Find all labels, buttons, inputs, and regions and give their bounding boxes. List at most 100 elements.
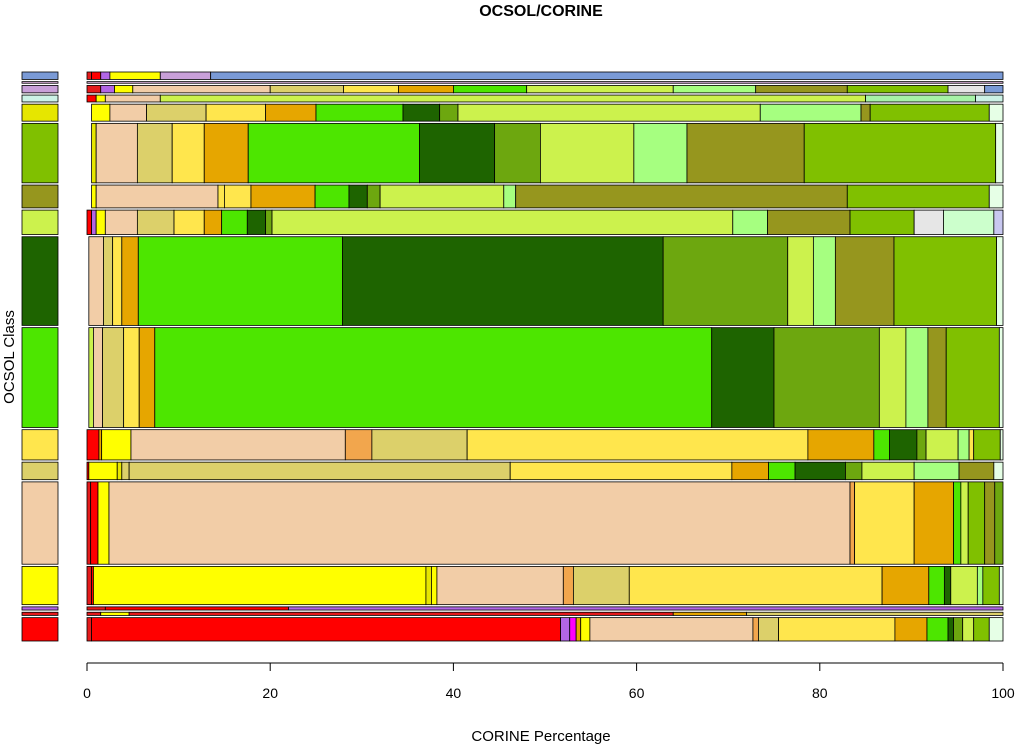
- mosaic-cell: [371, 429, 468, 461]
- mosaic-cell: [88, 236, 104, 326]
- mosaic-cell: [265, 103, 317, 122]
- mosaic-cell: [849, 209, 915, 235]
- mosaic-cell: [768, 461, 796, 481]
- mosaic-cell: [968, 429, 975, 461]
- x-axis-label: CORINE Percentage: [471, 728, 610, 745]
- mosaic-cell: [787, 236, 814, 326]
- mosaic-cell: [758, 617, 779, 642]
- legend-swatch-r15: [21, 606, 59, 611]
- mosaic-cell: [154, 327, 713, 428]
- mosaic-cell: [960, 481, 969, 565]
- mosaic-cell: [873, 429, 890, 461]
- mosaic-cell: [913, 481, 954, 565]
- mosaic-cell: [457, 103, 761, 122]
- mosaic-cell: [947, 617, 954, 642]
- mosaic-cell: [100, 85, 115, 94]
- mosaic-cell: [846, 85, 949, 94]
- mosaic-cell: [962, 617, 975, 642]
- mosaic-row-r12: [86, 461, 1004, 481]
- mosaic-cell: [849, 481, 856, 565]
- mosaic-plot-area: [86, 71, 1004, 642]
- mosaic-cell: [580, 617, 591, 642]
- mosaic-cell: [132, 85, 271, 94]
- mosaic-cell: [746, 611, 1004, 616]
- mosaic-cell: [957, 429, 970, 461]
- mosaic-cell: [854, 481, 915, 565]
- legend-swatch-r9: [21, 236, 59, 326]
- mosaic-cell: [526, 85, 674, 94]
- mosaic-cell: [91, 184, 97, 209]
- mosaic-cell: [159, 94, 867, 103]
- mosaic-row-r1: [86, 71, 1004, 80]
- mosaic-cell: [86, 209, 92, 235]
- mosaic-row-r8: [86, 209, 1004, 235]
- mosaic-cell: [86, 81, 1004, 84]
- mosaic-cell: [171, 122, 205, 184]
- mosaic-cell: [794, 461, 846, 481]
- mosaic-cell: [95, 122, 138, 184]
- mosaic-row-r7: [91, 184, 1004, 209]
- mosaic-cell: [494, 122, 541, 184]
- mosaic-cell: [109, 103, 147, 122]
- mosaic-cell: [88, 327, 94, 428]
- mosaic-cell: [943, 209, 995, 235]
- mosaic-cell: [926, 617, 949, 642]
- mosaic-cell: [130, 429, 346, 461]
- legend-swatch-r7: [21, 184, 59, 209]
- mosaic-row-r9: [88, 236, 1004, 326]
- chart-title: OCSOL/CORINE: [479, 3, 603, 20]
- x-axis: 0 20 40 60 80 100: [83, 662, 1015, 701]
- mosaic-cell: [752, 617, 759, 642]
- x-tick-label: 40: [446, 685, 462, 701]
- mosaic-cell: [925, 429, 959, 461]
- mosaic-cell: [217, 184, 225, 209]
- mosaic-cell: [540, 122, 635, 184]
- mosaic-cell: [95, 209, 106, 235]
- mosaic-cell: [246, 209, 267, 235]
- mosaic-cell: [121, 461, 130, 481]
- mosaic-cell: [916, 429, 927, 461]
- mosaic-cell: [86, 85, 102, 94]
- mosaic-cell: [203, 122, 249, 184]
- mosaic-cell: [807, 429, 875, 461]
- mosaic-cell: [86, 606, 106, 611]
- mosaic-cell: [993, 209, 1004, 235]
- mosaic-cell: [91, 71, 102, 80]
- mosaic-cell: [104, 94, 161, 103]
- mosaic-cell: [223, 184, 252, 209]
- mosaic-cell: [984, 85, 1004, 94]
- mosaic-row-r13: [86, 481, 1004, 565]
- mosaic-cell: [128, 611, 674, 616]
- mosaic-row-r17: [86, 617, 1004, 642]
- mosaic-cell: [104, 606, 289, 611]
- legend-swatch-r5: [21, 103, 59, 122]
- mosaic-row-r14: [86, 566, 1004, 606]
- mosaic-cell: [773, 327, 880, 428]
- mosaic-cell: [314, 184, 350, 209]
- mosaic-cell: [159, 71, 212, 80]
- mosaic-cell: [662, 236, 789, 326]
- mosaic-row-r16: [86, 611, 1004, 616]
- mosaic-cell: [173, 209, 205, 235]
- mosaic-cell: [91, 209, 97, 235]
- legend-swatch-r17: [21, 617, 59, 642]
- mosaic-cell: [927, 327, 947, 428]
- mosaic-cell: [633, 122, 688, 184]
- mosaic-cell: [203, 209, 223, 235]
- mosaic-cell: [93, 327, 103, 428]
- mosaic-cell: [86, 94, 97, 103]
- mosaic-cell: [994, 481, 1004, 565]
- mosaic-cell: [91, 617, 561, 642]
- mosaic-cell: [998, 327, 1004, 428]
- mosaic-cell: [589, 617, 754, 642]
- mosaic-cell: [146, 103, 207, 122]
- mosaic-cell: [845, 461, 863, 481]
- legend-swatch-r12: [21, 461, 59, 481]
- mosaic-cell: [975, 94, 1004, 103]
- legend-swatch-r11: [21, 429, 59, 461]
- mosaic-cell: [878, 327, 907, 428]
- mosaic-cell: [999, 429, 1004, 461]
- mosaic-cell: [210, 71, 1004, 80]
- mosaic-cell: [221, 209, 248, 235]
- mosaic-cell: [136, 209, 175, 235]
